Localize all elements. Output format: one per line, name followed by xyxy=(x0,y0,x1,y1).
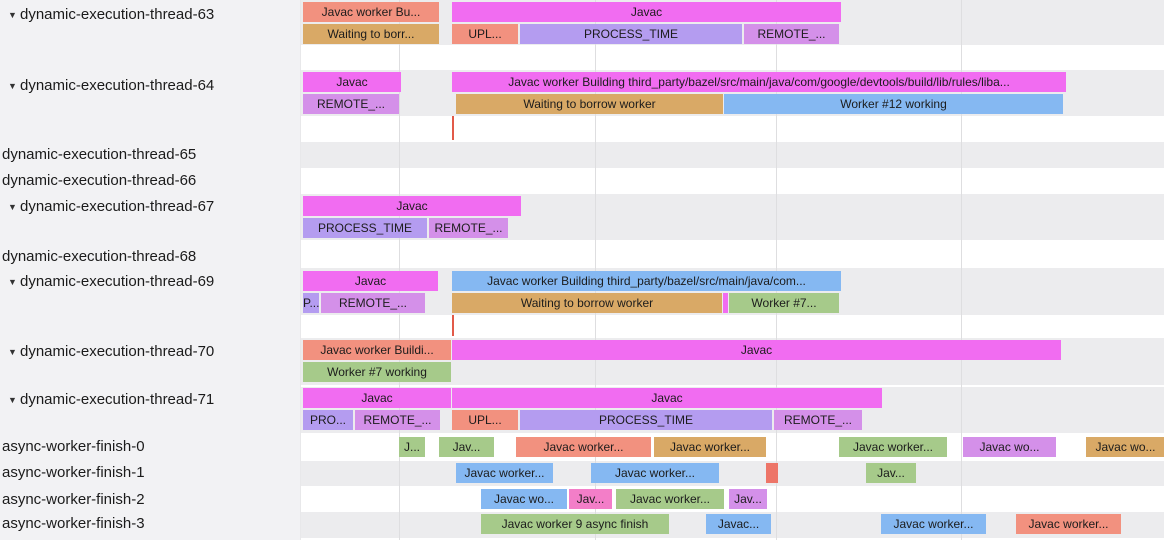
trace-event-bar[interactable]: Javac worker... xyxy=(654,437,766,457)
trace-event-bar[interactable]: Javac worker Buildi... xyxy=(303,340,451,360)
track-label[interactable]: ▼ dynamic-execution-thread-64 xyxy=(0,75,300,97)
trace-event-bar[interactable]: Javac xyxy=(452,388,882,408)
time-gridline xyxy=(399,0,400,540)
track-label-text: async-worker-finish-0 xyxy=(2,438,145,455)
track-label-text: async-worker-finish-1 xyxy=(2,464,145,481)
track-label-text: dynamic-execution-thread-63 xyxy=(20,6,215,23)
trace-event-bar[interactable]: P... xyxy=(303,293,319,313)
trace-event-bar[interactable]: Jav... xyxy=(439,437,494,457)
track-label-text: dynamic-execution-thread-71 xyxy=(20,391,215,408)
track-label[interactable]: ▼ dynamic-execution-thread-69 xyxy=(0,271,300,293)
trace-event-bar[interactable]: Javac xyxy=(452,2,841,22)
trace-event-bar[interactable]: Javac worker... xyxy=(881,514,986,534)
time-gridline xyxy=(776,0,777,540)
time-gridline xyxy=(595,0,596,540)
track-label[interactable]: ▼ dynamic-execution-thread-63 xyxy=(0,4,300,26)
timeline-canvas[interactable]: Javac worker Bu... Javac Waiting to borr..… xyxy=(300,0,1164,540)
collapse-arrow-icon[interactable]: ▼ xyxy=(8,202,17,212)
trace-event-bar[interactable]: UPL... xyxy=(452,24,518,44)
trace-event-bar[interactable]: REMOTE_... xyxy=(355,410,440,430)
trace-event-bar[interactable]: Javac worker... xyxy=(839,437,947,457)
trace-event-bar[interactable]: UPL... xyxy=(452,410,518,430)
trace-event-bar[interactable]: Javac worker 9 async finish xyxy=(481,514,669,534)
track-label[interactable]: ▼ dynamic-execution-thread-67 xyxy=(0,196,300,218)
trace-event-bar[interactable]: PROCESS_TIME xyxy=(520,24,742,44)
track-label[interactable]: ▼ dynamic-execution-thread-71 xyxy=(0,389,300,411)
trace-event-bar[interactable]: Jav... xyxy=(569,489,612,509)
trace-event-bar[interactable]: Waiting to borrow worker xyxy=(456,94,723,114)
trace-event-bar[interactable]: Javac wo... xyxy=(963,437,1056,457)
trace-event-bar[interactable]: Worker #7... xyxy=(729,293,839,313)
track-background-stripe xyxy=(301,461,1164,486)
track-label-text: dynamic-execution-thread-68 xyxy=(2,248,197,265)
trace-event-bar[interactable]: Jav... xyxy=(729,489,767,509)
trace-event-bar[interactable]: Javac worker Bu... xyxy=(303,2,439,22)
trace-event-bar[interactable]: REMOTE_... xyxy=(303,94,399,114)
trace-event-bar[interactable]: Javac worker Building third_party/bazel/… xyxy=(452,72,1066,92)
collapse-arrow-icon[interactable]: ▼ xyxy=(8,10,17,20)
trace-event-bar[interactable]: PRO... xyxy=(303,410,353,430)
collapse-arrow-icon[interactable]: ▼ xyxy=(8,81,17,91)
collapse-arrow-icon[interactable]: ▼ xyxy=(8,395,17,405)
trace-event-bar[interactable]: REMOTE_... xyxy=(429,218,508,238)
track-label[interactable]: dynamic-execution-thread-66 xyxy=(0,170,300,192)
trace-event-bar[interactable]: Javac xyxy=(303,72,401,92)
trace-event-bar[interactable]: Javac xyxy=(303,196,521,216)
track-label[interactable]: dynamic-execution-thread-65 xyxy=(0,144,300,166)
trace-event-bar[interactable] xyxy=(766,463,778,483)
trace-event-bar[interactable]: Waiting to borr... xyxy=(303,24,439,44)
instant-event-tick[interactable] xyxy=(452,116,454,140)
trace-event-bar[interactable]: Javac worker... xyxy=(616,489,724,509)
trace-event-bar[interactable]: J... xyxy=(399,437,425,457)
trace-event-bar[interactable]: Javac xyxy=(452,340,1061,360)
time-gridline xyxy=(961,0,962,540)
track-label-text: async-worker-finish-2 xyxy=(2,491,145,508)
trace-event-bar[interactable]: Javac... xyxy=(706,514,771,534)
track-label-text: dynamic-execution-thread-67 xyxy=(20,198,215,215)
trace-event-bar[interactable]: Waiting to borrow worker xyxy=(452,293,722,313)
track-name-panel: ▼ dynamic-execution-thread-63 ▼ dynamic-exe… xyxy=(0,0,300,540)
track-label[interactable]: async-worker-finish-3 xyxy=(0,513,300,535)
track-label-text: dynamic-execution-thread-70 xyxy=(20,343,215,360)
trace-event-bar[interactable]: REMOTE_... xyxy=(774,410,862,430)
track-label-text: dynamic-execution-thread-66 xyxy=(2,172,197,189)
trace-event-bar[interactable]: Javac worker... xyxy=(591,463,719,483)
collapse-arrow-icon[interactable]: ▼ xyxy=(8,347,17,357)
track-label-text: dynamic-execution-thread-69 xyxy=(20,273,215,290)
track-label[interactable]: async-worker-finish-0 xyxy=(0,436,300,458)
track-label-text: async-worker-finish-3 xyxy=(2,515,145,532)
trace-event-bar[interactable]: Jav... xyxy=(866,463,916,483)
trace-event-bar[interactable]: Javac worker... xyxy=(1016,514,1121,534)
trace-event-bar[interactable]: PROCESS_TIME xyxy=(303,218,427,238)
instant-event-tick[interactable] xyxy=(452,315,454,336)
trace-event-bar[interactable] xyxy=(723,293,728,313)
collapse-arrow-icon[interactable]: ▼ xyxy=(8,277,17,287)
track-label[interactable]: async-worker-finish-1 xyxy=(0,462,300,484)
trace-event-bar[interactable]: Javac worker Building third_party/bazel/… xyxy=(452,271,841,291)
track-label[interactable]: ▼ dynamic-execution-thread-70 xyxy=(0,341,300,363)
track-label[interactable]: async-worker-finish-2 xyxy=(0,489,300,511)
trace-event-bar[interactable]: PROCESS_TIME xyxy=(520,410,772,430)
trace-event-bar[interactable]: REMOTE_... xyxy=(744,24,839,44)
trace-event-bar[interactable]: Javac wo... xyxy=(1086,437,1164,457)
trace-event-bar[interactable]: Javac xyxy=(303,388,451,408)
track-label-text: dynamic-execution-thread-65 xyxy=(2,146,197,163)
trace-event-bar[interactable]: Javac worker... xyxy=(456,463,553,483)
track-background-stripe xyxy=(301,142,1164,168)
trace-event-bar[interactable]: Javac wo... xyxy=(481,489,567,509)
trace-event-bar[interactable]: Javac xyxy=(303,271,438,291)
trace-event-bar[interactable]: Worker #12 working xyxy=(724,94,1063,114)
trace-event-bar[interactable]: REMOTE_... xyxy=(321,293,425,313)
track-label-text: dynamic-execution-thread-64 xyxy=(20,77,215,94)
trace-event-bar[interactable]: Javac worker... xyxy=(516,437,651,457)
track-label[interactable]: dynamic-execution-thread-68 xyxy=(0,246,300,268)
trace-event-bar[interactable]: Worker #7 working xyxy=(303,362,451,382)
